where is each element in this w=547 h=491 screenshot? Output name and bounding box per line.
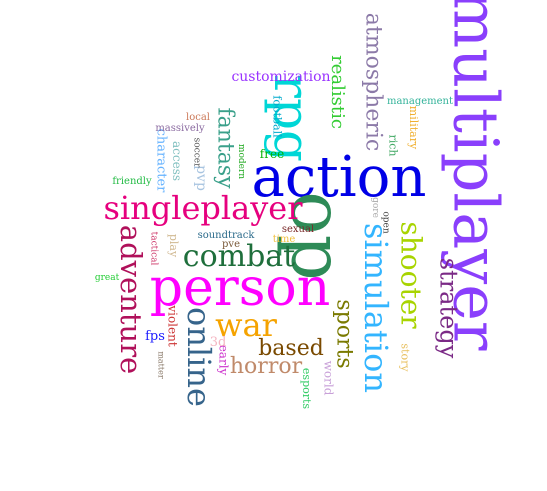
word-management: management <box>386 96 454 107</box>
word-strategy: strategy <box>433 257 462 359</box>
word-soccer: soccer <box>191 137 202 167</box>
word-modern: modern <box>236 143 247 179</box>
word-free: free <box>259 147 285 161</box>
word-fantasy: fantasy <box>212 107 238 189</box>
word-based: based <box>258 336 324 361</box>
word-atmospheric: atmospheric <box>360 12 385 152</box>
word-singleplayer: singleplayer <box>103 189 303 227</box>
word-war: war <box>215 306 277 344</box>
word-football: football <box>270 94 284 138</box>
word-adventure: adventure <box>114 224 149 374</box>
word-character: character <box>153 128 169 192</box>
word-combat: combat <box>182 239 296 274</box>
word-friendly: friendly <box>112 176 152 187</box>
word-gore: gore <box>369 196 380 218</box>
word-local: local <box>186 112 210 123</box>
word-shooter: shooter <box>394 221 428 329</box>
word-rich: rich <box>386 133 400 157</box>
word-great: great <box>94 272 120 283</box>
word-online: online <box>179 307 218 407</box>
word-play: play <box>167 233 181 257</box>
word-sports: sports <box>331 299 357 369</box>
word-fps: fps <box>145 328 165 344</box>
word-military: military <box>407 105 421 149</box>
word-tactical: tactical <box>148 231 159 265</box>
word-action: action <box>251 145 427 210</box>
word-world: world <box>320 360 335 396</box>
word-simulation: simulation <box>356 223 395 393</box>
word-esports: esports <box>300 367 314 409</box>
word-soundtrack: soundtrack <box>197 230 255 241</box>
word-story: story <box>398 342 412 372</box>
word-sexual: sexual <box>281 224 315 235</box>
word-customization: customization <box>231 69 331 85</box>
word-violent: violent <box>166 305 180 347</box>
word-3d: 3d <box>209 334 227 350</box>
word-pvp: pvp <box>193 165 209 191</box>
word-massively: massively <box>155 123 205 134</box>
word-matter: matter <box>157 351 166 379</box>
word-pve: pve <box>222 239 240 250</box>
word-access: access <box>169 140 184 182</box>
word-horror: horror <box>229 354 303 379</box>
word-person: person <box>149 258 331 318</box>
word-open: open <box>380 210 391 234</box>
word-realistic: realistic <box>327 55 348 129</box>
word-time: time <box>272 234 296 245</box>
